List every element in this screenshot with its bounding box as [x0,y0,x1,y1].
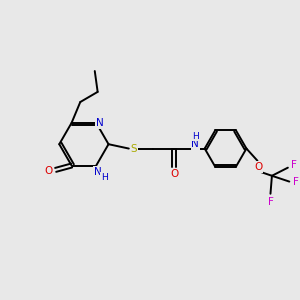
Text: F: F [293,177,298,187]
Text: O: O [254,162,263,172]
Text: O: O [44,166,52,176]
Text: H: H [101,172,108,182]
Text: N: N [96,118,104,128]
Text: F: F [291,160,297,170]
Text: O: O [170,169,179,179]
Text: N: N [191,139,199,149]
Text: H: H [192,132,199,141]
Text: N: N [94,167,101,177]
Text: F: F [268,196,274,207]
Text: S: S [131,144,137,154]
